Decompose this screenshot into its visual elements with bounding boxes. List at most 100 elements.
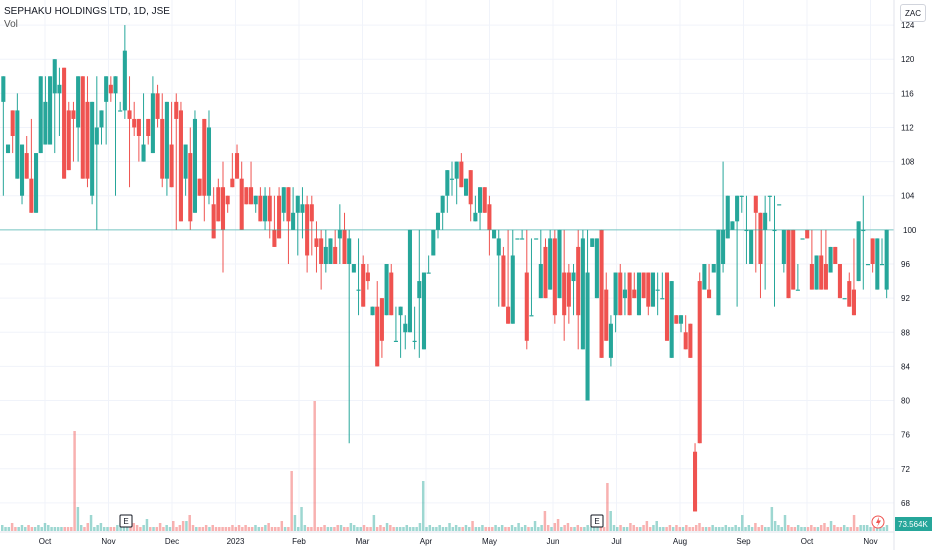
price-bar: [295, 195, 300, 256]
volume-bar: [109, 527, 113, 531]
volume-bar: [47, 525, 50, 531]
price-tick-label: 116: [901, 89, 914, 98]
volume-bar: [37, 525, 40, 531]
price-bar-body: [627, 272, 632, 316]
volume-bar: [76, 507, 80, 531]
price-bar: [678, 315, 684, 333]
price-bar-body: [487, 204, 492, 230]
price-bar: [772, 195, 777, 307]
price-bar: [389, 264, 394, 316]
price-tick-label: 76: [901, 431, 910, 440]
price-bar-body: [216, 187, 221, 222]
volume-bar: [234, 527, 237, 531]
price-bar-body: [875, 238, 880, 290]
volume-bar: [408, 527, 412, 531]
volume-bar: [550, 527, 553, 531]
last-price-label: 100: [903, 226, 917, 235]
price-bar-body: [94, 127, 99, 145]
price-bar-body: [62, 67, 67, 179]
price-bar-body: [342, 229, 347, 264]
price-bar-body: [646, 272, 651, 307]
price-bar-body: [473, 212, 478, 222]
volume-bar: [352, 525, 356, 531]
price-bar-body: [361, 264, 366, 307]
price-bar-body: [10, 110, 15, 136]
price-bar: [403, 315, 408, 350]
price-bar: [178, 101, 183, 222]
volume-bar: [43, 523, 47, 531]
alert-icon[interactable]: [871, 515, 885, 529]
volume-bar: [425, 527, 428, 531]
price-bar-body: [702, 264, 707, 290]
price-bar-body: [678, 315, 684, 324]
time-axis[interactable]: Oct Nov Dec 2023 Feb Mar Apr May Jun Jul Aug Sep Oct…: [0, 531, 894, 546]
volume-bar: [66, 527, 70, 531]
volume-bar: [520, 527, 524, 531]
volume-bar: [885, 525, 889, 531]
earnings-marker-box: [590, 514, 604, 528]
volume-bar: [280, 521, 284, 531]
volume-bar: [310, 527, 313, 531]
price-tick-label: 96: [901, 260, 910, 269]
price-bar: [805, 229, 810, 239]
price-bar-body: [417, 281, 422, 299]
price-bar: [412, 306, 417, 350]
volume-bar: [816, 527, 820, 531]
price-bar-body: [43, 101, 48, 145]
price-bar: [828, 246, 833, 273]
price-bar-body: [800, 238, 805, 240]
volume-bar: [523, 525, 527, 531]
price-bar: [113, 76, 118, 196]
price-bar-body: [660, 298, 665, 300]
price-bar: [641, 272, 646, 299]
price-bar-body: [566, 272, 571, 307]
volume-bar: [846, 527, 849, 531]
price-bar-body: [90, 101, 95, 196]
price-bar-body: [669, 281, 674, 358]
volume-bar: [56, 527, 60, 531]
price-bar-body: [263, 195, 268, 222]
price-bar: [440, 195, 445, 230]
volume-bar: [461, 527, 464, 531]
time-tick-label: Oct: [801, 537, 814, 546]
price-bar-body: [211, 204, 216, 239]
volume-bar: [494, 525, 497, 531]
price-bar-body: [585, 272, 590, 401]
volume-bar: [112, 527, 116, 531]
price-bar-body: [267, 195, 272, 222]
price-bar: [71, 101, 76, 162]
price-bar-body: [543, 246, 548, 299]
volume-bar: [214, 527, 218, 531]
volume-bar: [642, 525, 645, 531]
volume-bar: [40, 527, 43, 531]
price-bar: [837, 264, 842, 299]
volume-bar: [612, 525, 616, 531]
volume-bar: [181, 521, 185, 531]
price-bar-body: [562, 272, 567, 316]
price-bar: [875, 238, 880, 290]
price-bar: [697, 272, 702, 444]
price-bar-body: [809, 264, 814, 290]
price-bar-body: [431, 229, 436, 256]
time-tick-label: Jul: [611, 537, 621, 546]
price-bar: [870, 238, 875, 273]
time-tick-label: 2023: [227, 537, 245, 546]
price-bar: [702, 264, 707, 290]
price-bar: [52, 59, 57, 154]
volume-bar: [586, 525, 589, 531]
volume-bar: [441, 527, 445, 531]
volume-bar: [89, 515, 93, 531]
price-tick-label: 84: [901, 362, 910, 371]
price-bar: [716, 229, 721, 316]
currency-selector[interactable]: ZAC: [900, 4, 926, 22]
volume-bar: [458, 527, 461, 531]
price-axis[interactable]: 124 120 116 112 108 104 100 96 92 88 84 80 76 72 68: [893, 0, 915, 550]
price-bar: [19, 144, 25, 205]
price-bar: [487, 195, 492, 256]
volume-bar: [514, 527, 517, 531]
price-bar: [426, 255, 431, 274]
price-bar-body: [763, 212, 768, 230]
volume-bar: [754, 523, 757, 531]
